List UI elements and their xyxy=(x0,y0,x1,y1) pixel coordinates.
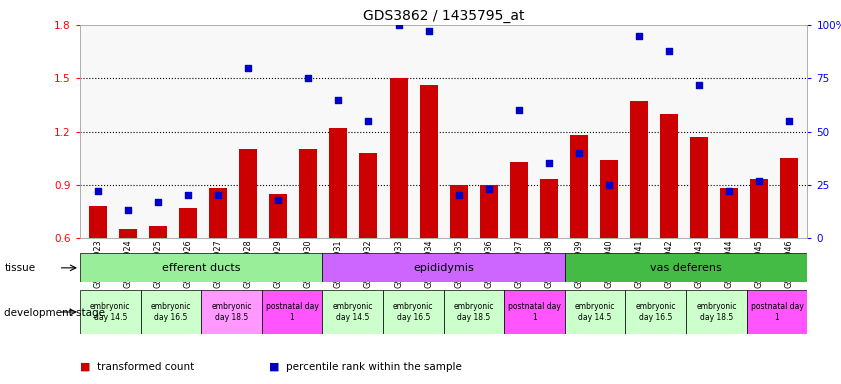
Bar xyxy=(450,185,468,238)
Bar xyxy=(690,137,708,238)
Point xyxy=(632,33,646,39)
Point xyxy=(422,28,436,35)
Point xyxy=(182,192,195,199)
Text: ■: ■ xyxy=(80,362,90,372)
Bar xyxy=(570,135,588,238)
Bar xyxy=(149,226,167,238)
Bar xyxy=(444,290,505,334)
Point xyxy=(663,48,676,54)
Bar xyxy=(420,85,437,238)
Text: percentile rank within the sample: percentile rank within the sample xyxy=(286,362,462,372)
Point xyxy=(241,65,255,71)
Bar xyxy=(359,153,378,238)
Point xyxy=(482,186,495,192)
Bar xyxy=(383,290,443,334)
Point xyxy=(722,188,736,194)
Bar xyxy=(80,253,322,282)
Text: ■: ■ xyxy=(269,362,279,372)
Point xyxy=(692,81,706,88)
Text: tissue: tissue xyxy=(4,263,35,273)
Bar xyxy=(201,290,262,334)
Point xyxy=(392,22,405,28)
Bar xyxy=(322,253,565,282)
Bar xyxy=(780,158,798,238)
Text: postnatal day
1: postnatal day 1 xyxy=(508,302,561,322)
Bar xyxy=(600,160,618,238)
Text: embryonic
day 18.5: embryonic day 18.5 xyxy=(453,302,495,322)
Point xyxy=(302,75,315,81)
Bar xyxy=(540,179,558,238)
Point xyxy=(211,192,225,199)
Text: postnatal day
1: postnatal day 1 xyxy=(751,302,803,322)
Bar xyxy=(119,229,137,238)
Point xyxy=(331,96,345,103)
Bar xyxy=(626,290,686,334)
Bar xyxy=(299,149,317,238)
Point xyxy=(602,182,616,188)
Bar xyxy=(505,290,565,334)
Bar xyxy=(565,253,807,282)
Bar xyxy=(389,78,408,238)
Point xyxy=(452,192,465,199)
Bar xyxy=(209,189,227,238)
Point xyxy=(151,199,165,205)
Text: embryonic
day 16.5: embryonic day 16.5 xyxy=(636,302,676,322)
Bar xyxy=(80,290,140,334)
Bar xyxy=(747,290,807,334)
Bar xyxy=(720,189,738,238)
Bar xyxy=(262,290,322,334)
Point xyxy=(753,177,766,184)
Bar xyxy=(750,179,769,238)
Bar xyxy=(179,208,197,238)
Point xyxy=(121,207,135,214)
Point xyxy=(542,161,556,167)
Text: efferent ducts: efferent ducts xyxy=(161,263,241,273)
Text: embryonic
day 14.5: embryonic day 14.5 xyxy=(90,302,130,322)
Bar xyxy=(140,290,201,334)
Bar xyxy=(565,290,626,334)
Bar xyxy=(239,149,257,238)
Text: embryonic
day 16.5: embryonic day 16.5 xyxy=(393,302,434,322)
Text: embryonic
day 16.5: embryonic day 16.5 xyxy=(151,302,191,322)
Bar xyxy=(322,290,383,334)
Point xyxy=(512,107,526,113)
Point xyxy=(783,118,796,124)
Point xyxy=(91,188,104,194)
Title: GDS3862 / 1435795_at: GDS3862 / 1435795_at xyxy=(362,8,525,23)
Text: embryonic
day 14.5: embryonic day 14.5 xyxy=(332,302,373,322)
Text: development stage: development stage xyxy=(4,308,105,318)
Text: embryonic
day 18.5: embryonic day 18.5 xyxy=(696,302,737,322)
Point xyxy=(572,150,585,156)
Text: embryonic
day 14.5: embryonic day 14.5 xyxy=(575,302,616,322)
Text: vas deferens: vas deferens xyxy=(650,263,722,273)
Text: postnatal day
1: postnatal day 1 xyxy=(266,302,319,322)
Bar xyxy=(510,162,528,238)
Bar xyxy=(330,128,347,238)
Bar xyxy=(630,101,648,238)
Point xyxy=(362,118,375,124)
Bar xyxy=(269,194,288,238)
Text: transformed count: transformed count xyxy=(97,362,194,372)
Point xyxy=(272,197,285,203)
Bar xyxy=(479,185,498,238)
Bar xyxy=(89,206,107,238)
Bar xyxy=(686,290,747,334)
Bar xyxy=(660,114,678,238)
Text: embryonic
day 18.5: embryonic day 18.5 xyxy=(211,302,251,322)
Text: epididymis: epididymis xyxy=(413,263,474,273)
